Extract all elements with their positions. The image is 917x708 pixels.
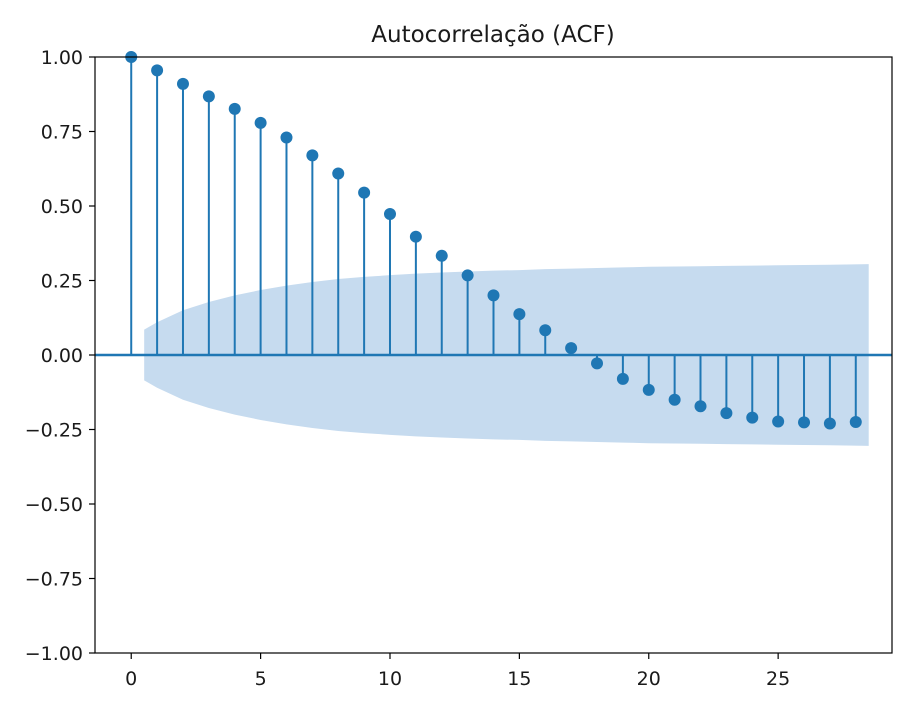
x-tick-label: 15 (507, 668, 531, 690)
marker-layer (125, 51, 862, 430)
acf-point (849, 416, 862, 429)
acf-point (513, 308, 526, 321)
acf-point (720, 407, 733, 420)
acf-point (332, 167, 345, 180)
tick-layer: 0 5 10 15 20 25 1.00 0.75 0.50 0.25 0.00 −0.25 −0.50… (25, 47, 790, 690)
x-tick-label: 10 (378, 668, 402, 690)
acf-point (280, 131, 293, 144)
y-tick-label: 0.50 (41, 196, 83, 218)
acf-point (772, 415, 785, 428)
acf-point (228, 102, 241, 115)
acf-point (435, 249, 448, 262)
acf-point (358, 186, 371, 199)
acf-point (642, 383, 655, 396)
y-tick-label: 0.00 (41, 345, 83, 367)
acf-point (202, 90, 215, 103)
acf-point (176, 77, 189, 90)
chart-title: Autocorrelação (ACF) (371, 22, 614, 48)
y-tick-label: 0.75 (41, 122, 83, 144)
x-tick-label: 25 (766, 668, 790, 690)
acf-point (616, 372, 629, 385)
acf-point (668, 393, 681, 406)
y-tick-label: −1.00 (25, 643, 83, 665)
stem-layer (130, 57, 857, 424)
acf-point (565, 342, 578, 355)
y-tick-label: 0.25 (41, 271, 83, 293)
y-tick-label: −0.75 (25, 569, 83, 591)
acf-point (409, 230, 422, 243)
acf-point (151, 64, 164, 77)
y-tick-label: −0.50 (25, 494, 83, 516)
acf-point (487, 289, 500, 302)
acf-point (539, 324, 552, 337)
acf-point (823, 417, 836, 430)
y-tick-label: 1.00 (41, 47, 83, 69)
x-tick-label: 20 (637, 668, 661, 690)
acf-point (306, 149, 319, 162)
acf-point (798, 416, 811, 429)
acf-point (461, 269, 474, 282)
acf-point (383, 208, 396, 221)
acf-point (746, 411, 759, 424)
acf-point (694, 400, 707, 413)
acf-point (591, 357, 604, 370)
x-tick-label: 0 (125, 668, 137, 690)
x-tick-label: 5 (255, 668, 267, 690)
y-tick-label: −0.25 (25, 420, 83, 442)
acf-point (254, 116, 267, 129)
